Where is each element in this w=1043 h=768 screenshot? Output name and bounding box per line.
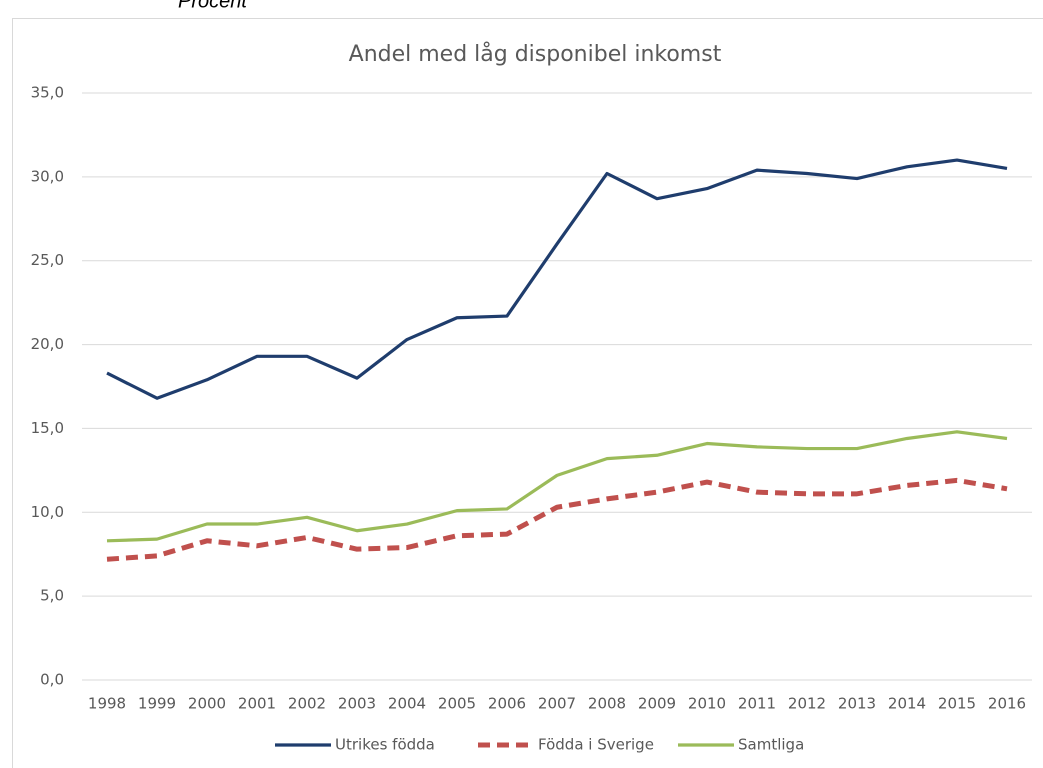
x-tick-label: 2015 (938, 695, 976, 713)
x-tick-label: 2004 (388, 695, 426, 713)
unit-label: Procent (178, 0, 248, 12)
x-tick-label: 2007 (538, 695, 576, 713)
x-tick-label: 2008 (588, 695, 626, 713)
y-tick-label: 35,0 (31, 84, 64, 102)
x-tick-label: 1998 (88, 695, 126, 713)
x-tick-label: 2010 (688, 695, 726, 713)
chart-title: Andel med låg disponibel inkomst (349, 41, 722, 67)
y-tick-label: 30,0 (31, 167, 64, 185)
x-tick-label: 2006 (488, 695, 526, 713)
series-line (106, 477, 1008, 562)
y-tick-label: 20,0 (31, 335, 64, 353)
x-tick-label: 2013 (838, 695, 876, 713)
legend-label: Samtliga (738, 736, 804, 754)
x-tick-label: 2014 (888, 695, 926, 713)
series-line (106, 430, 1008, 543)
x-tick-label: 2009 (638, 695, 676, 713)
legend-label: Utrikes födda (335, 736, 435, 754)
y-tick-label: 25,0 (31, 251, 64, 269)
x-tick-label: 2000 (188, 695, 226, 713)
x-tick-label: 1999 (138, 695, 176, 713)
y-tick-label: 5,0 (40, 587, 64, 605)
x-tick-label: 2001 (238, 695, 276, 713)
series-line (106, 158, 1008, 400)
x-tick-label: 2002 (288, 695, 326, 713)
x-tick-label: 2003 (338, 695, 376, 713)
x-tick-label: 2005 (438, 695, 476, 713)
x-tick-label: 2011 (738, 695, 776, 713)
chart-border (12, 18, 1043, 768)
legend-label: Födda i Sverige (538, 736, 654, 754)
y-tick-label: 15,0 (31, 419, 64, 437)
y-tick-label: 10,0 (31, 503, 64, 521)
x-tick-label: 2016 (988, 695, 1026, 713)
y-tick-label: 0,0 (40, 671, 64, 689)
x-tick-label: 2012 (788, 695, 826, 713)
